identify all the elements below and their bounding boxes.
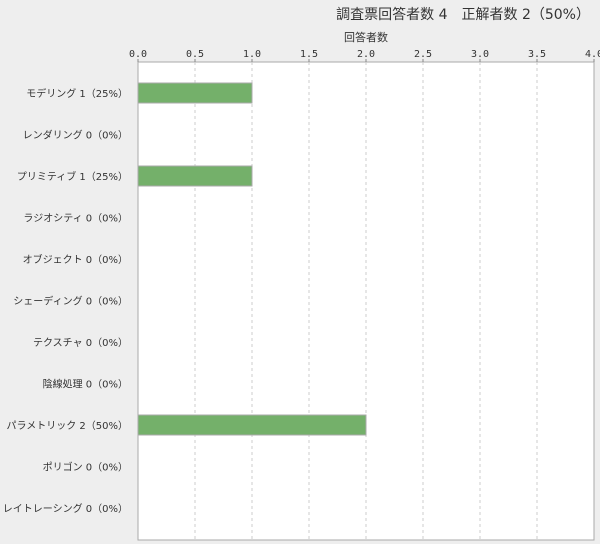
category-label: シェーディング 0（0%） [13, 295, 128, 308]
bar [137, 82, 253, 104]
x-tick-label: 3.5 [528, 49, 546, 60]
x-tick-label: 2.5 [414, 49, 432, 60]
category-label: レンダリング 0（0%） [23, 129, 128, 142]
category-label: オブジェクト 0（0%） [23, 253, 128, 266]
x-tick-label: 3.0 [471, 49, 489, 60]
x-tick-label: 0.5 [186, 49, 204, 60]
category-label: 陰線処理 0（0%） [43, 378, 128, 391]
category-label: レイトレーシング 0（0%） [3, 502, 128, 515]
bar [137, 165, 253, 187]
bar [137, 414, 367, 436]
x-tick-label: 0.0 [129, 49, 147, 60]
category-label: プリミティブ 1（25%） [17, 170, 128, 183]
x-tick-label: 1.0 [243, 49, 261, 60]
category-label: ラジオシティ 0（0%） [23, 213, 128, 225]
category-label: ポリゴン 0（0%） [43, 461, 128, 474]
plot-area [137, 61, 595, 541]
category-label: テクスチャ 0（0%） [33, 337, 128, 349]
x-tick-label: 2.0 [357, 49, 375, 60]
x-tick-label: 4.0 [585, 49, 600, 60]
category-label: モデリング 1（25%） [26, 87, 128, 100]
x-axis-label: 回答者数 [344, 30, 388, 44]
chart-title: 調査票回答者数 4 正解者数 2（50%） [336, 7, 590, 23]
x-tick-label: 1.5 [300, 49, 318, 60]
category-label: パラメトリック 2（50%） [7, 420, 128, 432]
